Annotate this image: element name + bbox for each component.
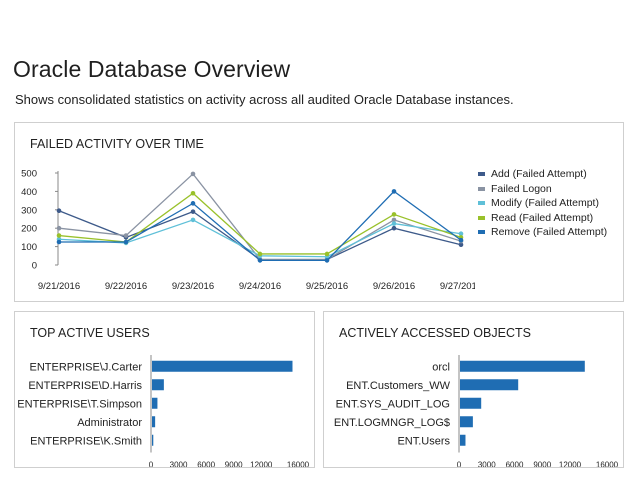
y-tick-label: 400 — [21, 187, 37, 198]
series-point-4 — [190, 201, 196, 206]
category-label: ENT.LOGMNGR_LOG$ — [334, 417, 450, 429]
x-tick-label: 16000 — [287, 461, 310, 468]
category-label: ENT.Customers_WW — [346, 380, 451, 392]
legend-swatch — [478, 215, 485, 220]
series-point-3 — [324, 251, 330, 257]
x-tick-label: 16000 — [596, 461, 619, 468]
series-point-4 — [324, 258, 330, 263]
series-point-4 — [56, 239, 62, 245]
category-label: ENTERPRISE\T.Simpson — [17, 398, 142, 410]
x-tick-label: 9000 — [533, 461, 551, 468]
bar — [152, 379, 164, 391]
category-label: ENT.SYS_AUDIT_LOG — [336, 398, 450, 410]
bar — [152, 397, 158, 409]
series-line-4 — [59, 190, 462, 262]
category-label: orcl — [432, 361, 450, 373]
y-tick-label: 200 — [21, 224, 37, 235]
x-tick-label: 3000 — [170, 461, 188, 468]
series-point-2 — [458, 231, 464, 237]
x-tick-label: 9000 — [225, 461, 243, 468]
legend-swatch — [478, 201, 485, 206]
x-tick-label: 9/24/2016 — [239, 281, 281, 292]
failed-activity-legend: Add (Failed Attempt) Failed Logon Modify (… — [478, 167, 607, 240]
accessed-objects-panel: ACTIVELY ACCESSED OBJECTS orcl ENT.Custom… — [323, 311, 624, 468]
failed-activity-title: FAILED ACTIVITY OVER TIME — [30, 137, 204, 151]
legend-swatch — [478, 186, 485, 191]
y-tick-label: 500 — [21, 169, 37, 180]
legend-label: Read (Failed Attempt) — [491, 211, 594, 224]
series-point-3 — [391, 212, 397, 217]
bar — [152, 416, 156, 428]
x-tick-label: 6000 — [506, 461, 524, 468]
bar — [460, 397, 482, 409]
legend-swatch — [478, 172, 485, 177]
legend-label: Remove (Failed Attempt) — [491, 226, 608, 239]
x-tick-label: 0 — [457, 461, 462, 468]
y-tick-label: 300 — [21, 205, 37, 216]
x-tick-label: 0 — [149, 461, 154, 468]
series-point-1 — [391, 217, 397, 223]
series-point-0 — [458, 242, 464, 248]
legend-item: Add (Failed Attempt) — [478, 167, 607, 182]
category-label: ENTERPRISE\J.Carter — [30, 361, 143, 373]
failed-activity-chart: 0 100 200 300 400 500 9/21/2016 9/22/2016 9/23/2… — [21, 169, 475, 293]
series-point-4 — [391, 189, 397, 194]
top-users-chart: ENTERPRISE\J.Carter ENTERPRISE\D.Harris EN… — [17, 355, 310, 468]
x-tick-label: 9/23/2016 — [172, 281, 214, 292]
x-tick-label: 12000 — [559, 461, 582, 468]
series-point-2 — [190, 217, 196, 223]
bar — [460, 379, 519, 391]
legend-label: Add (Failed Attempt) — [491, 168, 587, 181]
legend-item: Modify (Failed Attempt) — [478, 196, 607, 211]
series-point-1 — [123, 233, 129, 238]
y-tick-label: 0 — [32, 261, 37, 272]
series-point-0 — [190, 209, 196, 214]
x-tick-label: 6000 — [197, 461, 215, 468]
legend-label: Modify (Failed Attempt) — [491, 197, 599, 210]
y-tick-label: 100 — [21, 242, 37, 253]
x-tick-label: 9/27/2016 — [440, 281, 475, 292]
x-tick-label: 3000 — [478, 461, 496, 468]
bar — [152, 434, 154, 446]
category-label: ENTERPRISE\K.Smith — [30, 435, 142, 447]
bar — [152, 360, 293, 372]
series-point-4 — [123, 239, 129, 245]
x-tick-label: 9/25/2016 — [306, 281, 348, 292]
series-point-0 — [56, 208, 62, 214]
series-point-1 — [190, 171, 196, 177]
series-point-3 — [190, 190, 196, 196]
series-point-0 — [391, 225, 397, 231]
accessed-objects-title: ACTIVELY ACCESSED OBJECTS — [339, 326, 531, 340]
x-tick-label: 9/26/2016 — [373, 281, 415, 292]
failed-activity-panel: FAILED ACTIVITY OVER TIME 0 100 200 300 400 5… — [14, 122, 624, 302]
top-users-panel: TOP ACTIVE USERS ENTERPRISE\J.Carter ENTE… — [14, 311, 315, 468]
x-tick-label: 9/21/2016 — [38, 281, 80, 292]
series-point-4 — [257, 258, 263, 263]
x-tick-label: 12000 — [250, 461, 273, 468]
bar — [460, 416, 473, 428]
accessed-objects-chart: orcl ENT.Customers_WW ENT.SYS_AUDIT_LOG ENT… — [334, 355, 619, 468]
category-label: ENTERPRISE\D.Harris — [28, 380, 142, 392]
series-point-3 — [56, 233, 62, 238]
series-line-3 — [58, 192, 462, 255]
page-title: Oracle Database Overview — [13, 56, 291, 82]
page-subtitle: Shows consolidated statistics on activit… — [15, 92, 514, 107]
top-users-title: TOP ACTIVE USERS — [30, 326, 150, 340]
series-point-1 — [56, 225, 62, 231]
bar — [460, 434, 466, 446]
legend-item: Remove (Failed Attempt) — [478, 225, 607, 240]
legend-item: Failed Logon — [478, 182, 607, 197]
series-point-3 — [257, 251, 263, 257]
series-point-2 — [391, 221, 397, 226]
x-tick-label: 9/22/2016 — [105, 281, 147, 292]
series-point-4 — [458, 237, 464, 243]
category-label: ENT.Users — [397, 435, 450, 447]
series-line-2 — [58, 219, 462, 258]
bar — [460, 360, 585, 372]
legend-item: Read (Failed Attempt) — [478, 211, 607, 226]
legend-label: Failed Logon — [491, 182, 552, 195]
legend-swatch — [478, 230, 485, 235]
category-label: Administrator — [77, 417, 142, 429]
